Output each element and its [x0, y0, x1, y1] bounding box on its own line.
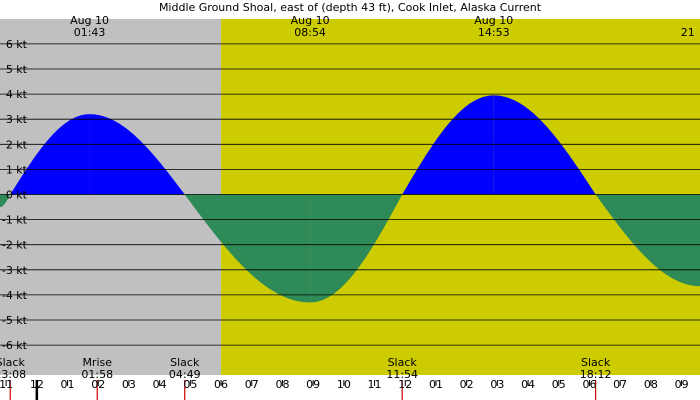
ebb-area [0, 194, 11, 208]
chart-title: Middle Ground Shoal, east of (depth 43 f… [159, 1, 542, 14]
x-tick-label: 09 [306, 378, 320, 391]
peak-time: 01:43 [74, 26, 106, 39]
event-label: Slack [170, 356, 200, 369]
y-tick-label: 1 kt [6, 163, 28, 176]
peak-date: Aug 10 [291, 14, 330, 27]
gridlines [0, 43, 700, 346]
event-time: 18:12 [580, 368, 612, 381]
y-tick-label: 0 kt [6, 189, 28, 202]
flood-area [10, 114, 90, 195]
y-tick-label: 2 kt [6, 138, 28, 151]
y-tick-label: 4 kt [6, 88, 28, 101]
peak-time: 21 [681, 26, 695, 39]
event-time: 23:08 [0, 368, 26, 381]
x-tick-label: 10 [337, 378, 351, 391]
y-tick-label: -6 kt [2, 339, 28, 352]
event-label: Mrise [82, 356, 112, 369]
x-tick-label: 05 [552, 378, 566, 391]
ebb-area [310, 194, 403, 303]
x-tick-label: 01 [61, 378, 75, 391]
x-tick-label: 04 [521, 378, 535, 391]
peak-date: Aug 10 [474, 14, 513, 27]
event-label: Slack [0, 356, 25, 369]
y-tick-label: -4 kt [2, 289, 28, 302]
x-tick-label: 05 [183, 378, 197, 391]
y-tick-label: -5 kt [2, 314, 28, 327]
x-tick-label: 02 [460, 378, 474, 391]
x-tick-label: 03 [122, 378, 136, 391]
x-tick-label: 08 [275, 378, 289, 391]
y-tick-label: -3 kt [2, 264, 28, 277]
night-background [0, 19, 222, 375]
x-tick-label: 07 [613, 378, 627, 391]
y-tick-label: 3 kt [6, 113, 28, 126]
y-tick-label: 5 kt [6, 63, 28, 76]
y-tick-label: 6 kt [6, 38, 28, 51]
x-tick-label: 09 [675, 378, 689, 391]
event-time: 11:54 [386, 368, 418, 381]
x-tick-label: 12 [398, 378, 412, 391]
y-tick-label: -1 kt [2, 214, 28, 227]
x-tick-label: 02 [91, 378, 105, 391]
x-tick-label: 06 [582, 378, 596, 391]
x-tick-label: 07 [245, 378, 259, 391]
flood-area [89, 114, 185, 195]
ebb-area [184, 194, 311, 303]
peak-time: 14:53 [478, 26, 510, 39]
x-tick-label: 08 [644, 378, 658, 391]
event-label: Slack [581, 356, 611, 369]
event-time: 04:49 [169, 368, 201, 381]
x-tick-label: 11 [368, 378, 382, 391]
y-axis-labels: 6 kt 5 kt 4 kt 3 kt 2 kt 1 kt 0 kt -1 kt -2 kt -3… [2, 38, 28, 352]
x-tick-label: 04 [153, 378, 167, 391]
x-tick-label: 01 [429, 378, 443, 391]
x-tick-label: 06 [214, 378, 228, 391]
peak-time: 08:54 [294, 26, 326, 39]
event-label: Slack [388, 356, 418, 369]
event-time: 01:58 [81, 368, 113, 381]
x-axis-ticks: 1112010203040506070809101112010203040506… [0, 378, 689, 400]
x-tick-label: 11 [0, 378, 13, 391]
ebb-area [595, 194, 700, 287]
y-tick-label: -2 kt [2, 239, 28, 252]
x-tick-label: 03 [490, 378, 504, 391]
peak-date: Aug 10 [70, 14, 109, 27]
event-labels: Slack23:08Mrise01:58Slack04:49Slack11:54… [0, 356, 611, 400]
